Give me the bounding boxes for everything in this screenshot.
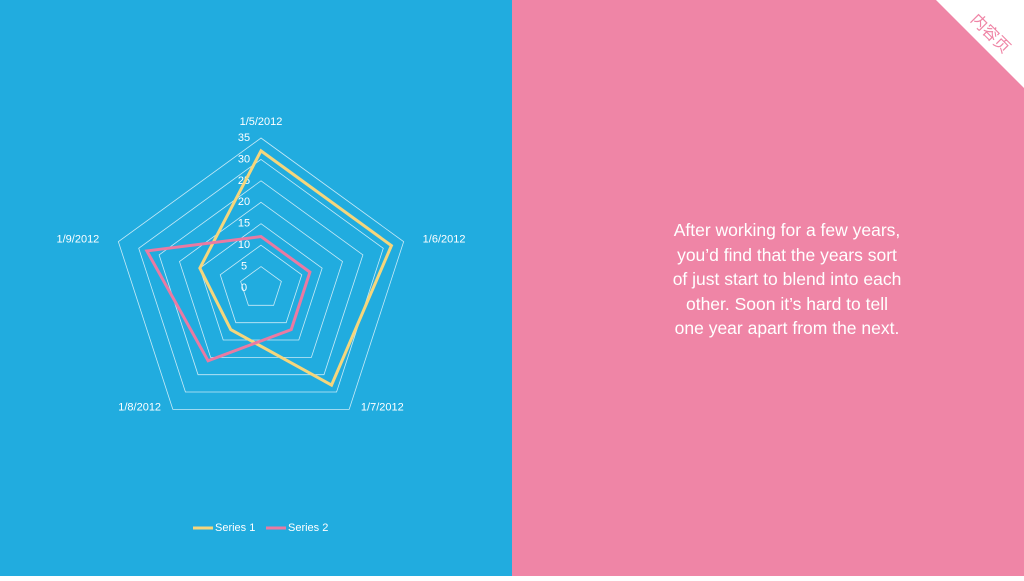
y-tick-label: 10 xyxy=(238,239,250,251)
grid-ring xyxy=(117,137,405,410)
body-text: After working for a few years, you’d fin… xyxy=(672,220,902,338)
y-tick-label: 20 xyxy=(238,196,250,208)
chart-panel: 0 5 10 15 20 25 30 35 1/5/2012 1/6/2012 1/7/2012 1/… xyxy=(0,0,512,576)
category-label: 1/9/2012 xyxy=(56,234,99,246)
category-label: 1/8/2012 xyxy=(118,401,161,413)
legend-label: Series 1 xyxy=(215,522,255,534)
y-tick-label: 30 xyxy=(238,153,250,165)
category-label: 1/7/2012 xyxy=(361,401,404,413)
grid-ring xyxy=(138,158,384,393)
grid-ring xyxy=(158,180,364,376)
corner-ribbon: 内容页 xyxy=(936,0,1024,88)
y-tick-label: 15 xyxy=(238,218,250,230)
y-tick-label: 35 xyxy=(238,132,250,144)
text-panel: After working for a few years, you’d fin… xyxy=(512,0,1024,576)
category-label: 1/6/2012 xyxy=(423,234,466,246)
radar-chart: 051015202530351/5/20121/6/20121/7/20121/… xyxy=(56,116,466,534)
grid-ring xyxy=(240,266,282,306)
grid-ring xyxy=(179,201,343,358)
y-tick-label: 5 xyxy=(241,260,247,272)
grid-ring xyxy=(219,244,303,324)
category-label: 1/5/2012 xyxy=(240,116,283,128)
corner-triangle xyxy=(936,0,1024,88)
series-line xyxy=(198,148,394,388)
series-line xyxy=(144,235,312,363)
legend-label: Series 2 xyxy=(288,522,328,534)
y-tick-label: 0 xyxy=(241,282,247,294)
